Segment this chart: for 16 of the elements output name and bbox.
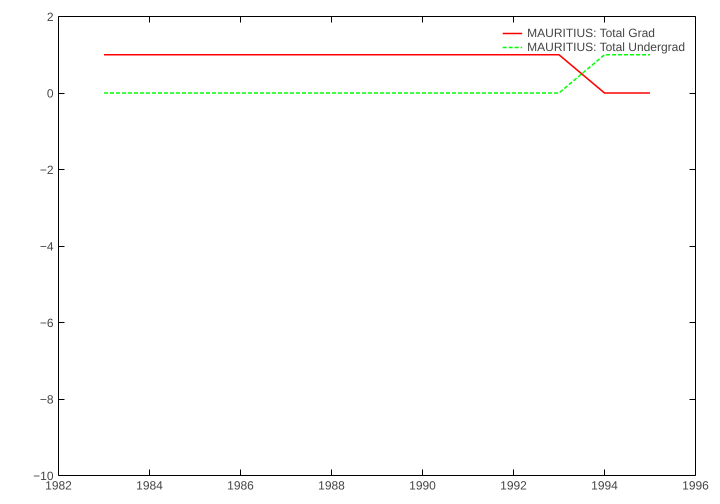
y-tick-label: −2 <box>40 163 54 177</box>
y-tick-label: −4 <box>40 240 54 254</box>
x-tick-label: 1996 <box>682 478 710 492</box>
x-tick-label: 1982 <box>45 478 72 492</box>
y-tick-label: 2 <box>46 10 54 24</box>
legend-label: MAURITIUS: Total Undergrad <box>527 40 685 54</box>
legend-label: MAURITIUS: Total Grad <box>527 26 655 40</box>
x-tick-label: 1984 <box>136 478 164 492</box>
y-tick-label: 0 <box>46 86 54 100</box>
x-tick-label: 1986 <box>227 478 254 492</box>
x-tick-label: 1988 <box>318 478 346 492</box>
x-tick-label: 1990 <box>409 478 436 492</box>
x-tick-label: 1992 <box>500 478 528 492</box>
x-tick-label: 1994 <box>591 478 618 492</box>
y-tick-label: −6 <box>40 316 54 330</box>
y-tick-label: −8 <box>40 392 54 406</box>
